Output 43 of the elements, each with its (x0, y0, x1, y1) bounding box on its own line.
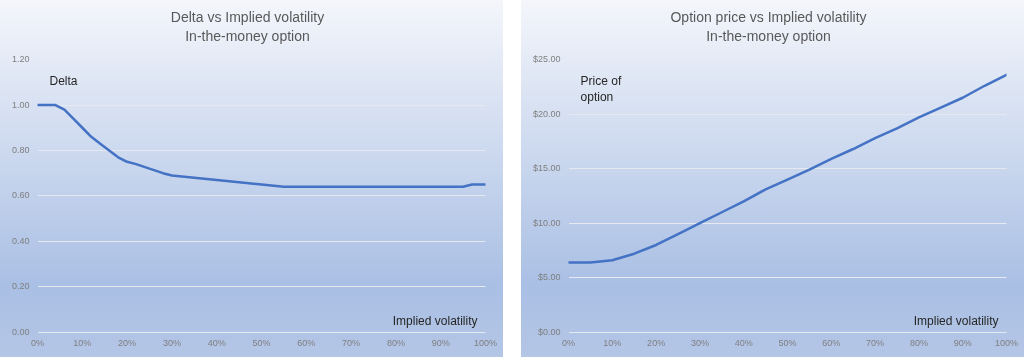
x-tick-label: 10% (603, 338, 622, 349)
x-tick-label: 40% (734, 338, 753, 349)
y-axis-title: Price of option (580, 73, 622, 104)
x-axis-title: Implied volatility (392, 313, 478, 328)
x-tick-label: 70% (866, 338, 885, 349)
x-tick-label: 10% (73, 338, 92, 349)
chart-subtitle: In-the-money option (706, 28, 831, 45)
x-tick-label: 50% (778, 338, 797, 349)
x-tick-label: 30% (690, 338, 709, 349)
y-tick-label: $10.00 (533, 217, 561, 228)
x-tick-label: 60% (822, 338, 841, 349)
x-tick-label: 0% (562, 338, 576, 349)
x-axis-title: Implied volatility (913, 313, 999, 328)
x-tick-label: 50% (252, 338, 271, 349)
chart-subtitle: In-the-money option (185, 28, 310, 45)
y-axis-title: Delta (49, 73, 78, 88)
y-tick-label: 0.40 (11, 235, 30, 246)
x-tick-label: 80% (386, 338, 405, 349)
x-tick-label: 0% (31, 338, 45, 349)
y-tick-label: $5.00 (538, 272, 561, 283)
x-tick-label: 40% (207, 338, 226, 349)
y-tick-label: $0.00 (538, 326, 561, 337)
x-tick-label: 20% (647, 338, 666, 349)
x-tick-label: 30% (162, 338, 181, 349)
y-tick-label: $25.00 (533, 54, 561, 65)
x-tick-label: 90% (953, 338, 972, 349)
y-tick-label: 1.00 (11, 99, 30, 110)
chart-title: Delta vs Implied volatility (170, 9, 325, 26)
x-tick-label: 100% (473, 338, 498, 349)
chart-title: Option price vs Implied volatility (670, 9, 867, 26)
x-tick-label: 100% (994, 338, 1019, 349)
x-tick-label: 80% (909, 338, 928, 349)
y-tick-label: 1.20 (11, 54, 30, 65)
y-tick-label: $20.00 (533, 108, 561, 119)
x-tick-label: 70% (342, 338, 361, 349)
x-tick-label: 90% (431, 338, 450, 349)
y-tick-label: 0.00 (11, 326, 30, 337)
x-tick-label: 20% (118, 338, 137, 349)
y-tick-label: 0.80 (11, 144, 30, 155)
y-tick-label: 0.20 (11, 281, 30, 292)
y-tick-label: $15.00 (533, 163, 561, 174)
x-tick-label: 60% (297, 338, 316, 349)
y-tick-label: 0.60 (11, 190, 30, 201)
